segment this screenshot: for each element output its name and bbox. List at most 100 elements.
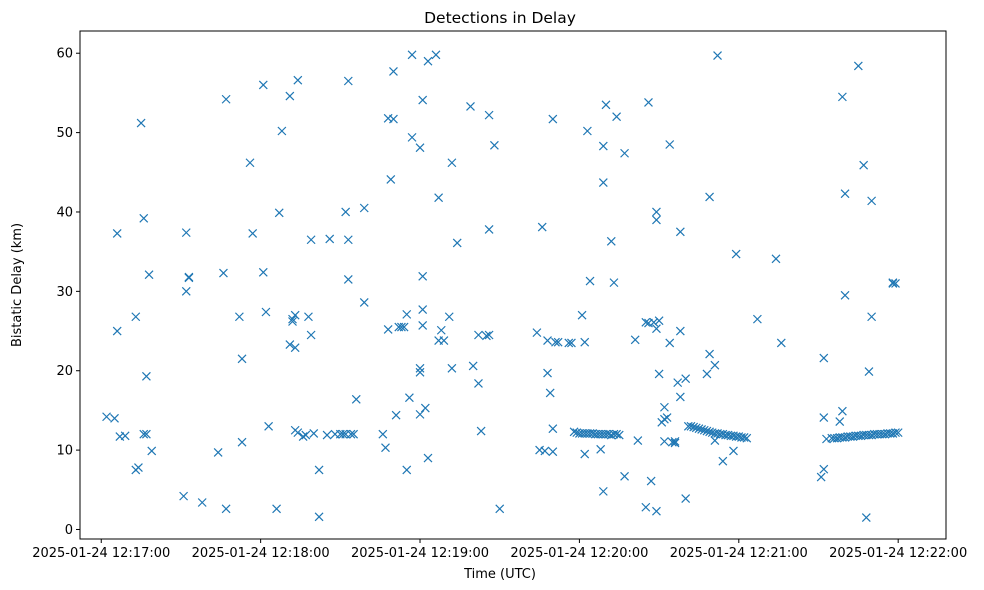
data-point [306,330,316,340]
data-point [545,388,555,398]
data-point [840,189,850,199]
data-point [662,413,672,422]
y-tick-label: 60 [56,47,73,62]
data-point [304,312,313,322]
data-point [675,392,685,402]
y-tick-label: 30 [56,285,73,300]
data-point [489,140,499,150]
data-point [837,92,847,102]
data-point [580,449,590,459]
data-point [598,141,608,151]
data-point [314,465,324,475]
data-point [691,423,701,433]
data-point [710,436,720,445]
data-point [277,126,287,136]
data-point [739,432,749,442]
data-point [466,101,475,111]
data-point [274,208,284,218]
data-point [569,427,579,437]
data-point [197,498,207,507]
data-point [415,367,425,377]
data-point [110,413,119,423]
data-point [673,378,683,388]
data-point [609,278,619,288]
data-point [258,80,268,90]
y-tick-label: 40 [56,205,73,220]
data-point [346,429,356,439]
data-point [351,394,361,404]
data-point [641,502,651,512]
chart-title: Detections in Delay [424,9,576,27]
data-point [359,203,369,213]
data-point [181,228,191,238]
data-point [415,409,425,419]
data-point [181,286,191,296]
data-point [495,504,505,514]
data-point [325,234,335,244]
y-tick-label: 0 [65,523,73,538]
data-point [484,225,494,234]
data-point [893,428,903,438]
data-point [418,305,428,315]
data-point [293,75,303,85]
data-point [288,317,297,326]
data-point [431,50,441,60]
x-tick-label: 2025-01-24 12:20:00 [510,546,648,561]
data-point [301,430,311,440]
data-point [452,238,462,248]
data-point [585,276,595,286]
data-point [444,312,454,322]
data-point [853,61,863,71]
data-point [548,114,558,124]
x-tick-label: 2025-01-24 12:19:00 [351,546,489,561]
data-point [258,267,268,277]
data-point [383,325,393,334]
data-point [694,424,704,434]
data-point [447,158,457,168]
data-point [237,354,247,364]
data-point [144,270,154,280]
data-point [418,271,428,281]
data-point [447,363,457,373]
data-point [612,429,622,439]
data-point [718,456,728,466]
data-point [134,463,143,472]
data-point [705,427,715,437]
data-point [614,430,624,440]
data-point [630,335,640,345]
data-point [659,414,669,424]
data-point [659,402,669,412]
data-point [482,331,491,341]
y-tick-label: 20 [56,364,73,379]
data-point [415,363,425,373]
data-point [264,421,274,431]
data-point [620,148,629,158]
data-point [381,443,390,453]
data-point [670,436,680,446]
data-point [290,310,300,320]
data-point [418,321,428,330]
data-point [245,158,255,168]
data-point [436,325,446,335]
data-point [404,393,414,403]
data-point [272,504,282,514]
data-point [891,278,900,288]
data-point [652,207,661,217]
data-point [120,431,130,441]
data-point [476,426,486,436]
data-point [298,432,308,442]
data-point [551,337,560,347]
data-point [837,406,847,416]
data-point [633,436,643,445]
data-point [532,328,542,338]
data-point [418,95,428,105]
data-point [580,337,590,347]
data-point [835,417,845,426]
data-point [729,446,738,456]
data-point [423,453,433,463]
data-point [888,278,898,288]
data-point [548,424,558,434]
data-point [397,322,406,332]
data-point [670,438,680,448]
